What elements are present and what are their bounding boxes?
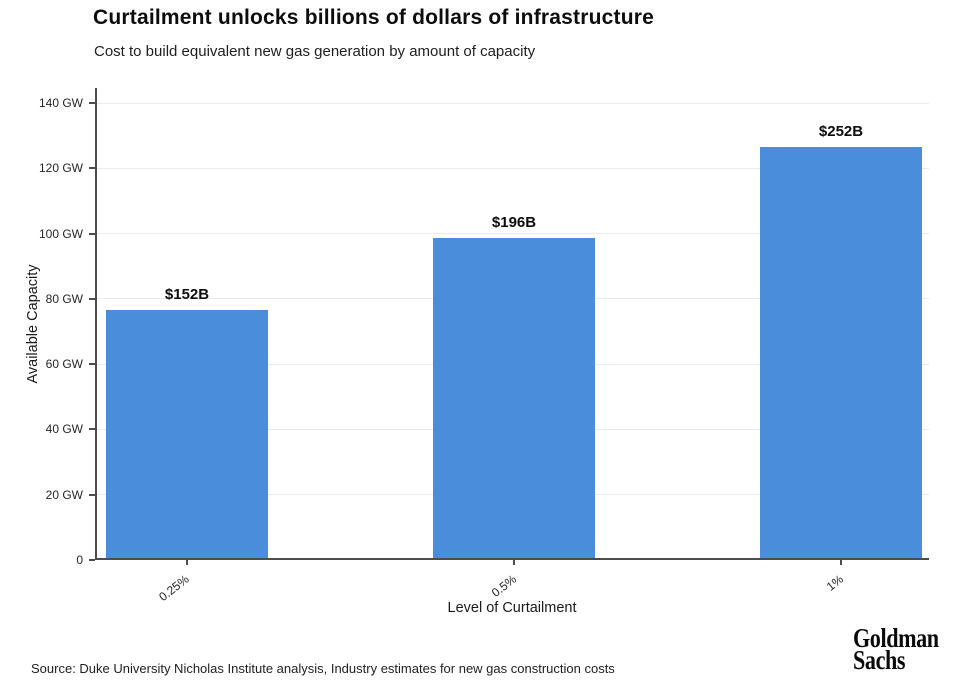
y-tick-mark-20: [89, 493, 95, 496]
x-tick-mark-1%: [840, 560, 842, 565]
y-tick-mark-40: [89, 428, 95, 431]
x-tick-label-0.25%: 0.25%: [156, 572, 192, 604]
y-tick-label-20: 20 GW: [45, 487, 83, 502]
y-tick-label-120: 120 GW: [38, 161, 83, 176]
source-note: Source: Duke University Nicholas Institu…: [31, 661, 615, 676]
chart-subtitle: Cost to build equivalent new gas generat…: [94, 43, 536, 60]
x-tick-label-1%: 1%: [823, 572, 846, 594]
y-tick-label-140: 140 GW: [38, 96, 83, 110]
bar-0.5%: [433, 238, 595, 558]
y-tick-label-40: 40 GW: [45, 422, 83, 437]
plot-area: 0 20 GW 40 GW 60 GW 80 GW 100 GW 120 GW 140 GW $…: [39, 88, 929, 604]
bar-value-label-1%: $252B: [818, 122, 864, 140]
gridline-140: [97, 102, 929, 104]
y-tick-mark-80: [89, 297, 95, 300]
chart-title: Curtailment unlocks billions of dollars …: [93, 6, 654, 29]
y-tick-mark-100: [89, 232, 95, 235]
bar-value-label-0.5%: $196B: [491, 214, 537, 232]
logo-line-1: Goldman: [853, 623, 939, 653]
y-tick-label-100: 100 GW: [38, 226, 83, 241]
y-tick-mark-140: [89, 102, 95, 104]
y-tick-mark-60: [89, 363, 95, 366]
y-tick-mark-120: [89, 167, 95, 170]
bar-value-label-0.25%: $152B: [164, 285, 210, 303]
x-tick-mark-0.5%: [513, 560, 515, 565]
goldman-sachs-logo: Goldman Sachs: [853, 623, 939, 676]
gridline-100: [97, 233, 929, 235]
logo-line-2: Sachs: [853, 645, 906, 676]
bar-0.25%: [106, 309, 268, 558]
gridline-120: [97, 167, 929, 169]
x-tick-label-0.5%: 0.5%: [488, 572, 519, 600]
y-axis-title: Available Capacity: [25, 264, 41, 384]
y-tick-label-0: 0: [76, 553, 83, 567]
x-tick-mark-0.25%: [186, 560, 188, 565]
y-tick-label-60: 60 GW: [45, 357, 83, 372]
x-axis-title: Level of Curtailment: [447, 600, 577, 616]
y-tick-mark-0: [89, 559, 95, 561]
bar-1%: [760, 146, 922, 558]
y-tick-label-80: 80 GW: [45, 291, 83, 306]
